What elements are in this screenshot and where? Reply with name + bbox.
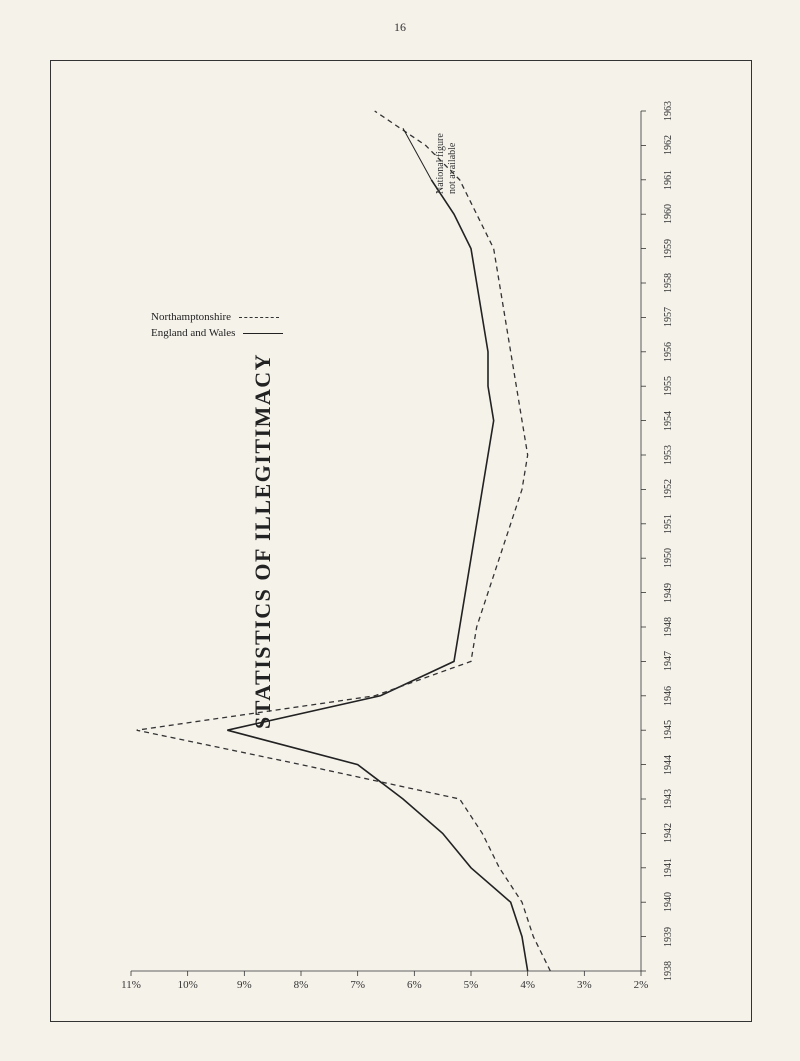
year-tick-label: 1938 (663, 961, 674, 981)
year-tick-label: 1955 (663, 376, 674, 396)
year-tick-label: 1963 (663, 101, 674, 121)
year-tick-label: 1952 (663, 479, 674, 499)
year-tick-label: 1949 (663, 583, 674, 603)
chart-svg (121, 91, 701, 991)
page-number: 16 (394, 20, 406, 35)
year-tick-label: 1960 (663, 204, 674, 224)
pct-tick-label: 4% (514, 979, 542, 991)
year-tick-label: 1947 (663, 651, 674, 671)
pct-tick-label: 8% (287, 979, 315, 991)
plot-area: 1938 1939 1940 1941 1942 1943 1944 1945 1946 1947… (121, 91, 701, 991)
pct-tick-label: 9% (230, 979, 258, 991)
pct-tick-label: 10% (174, 979, 202, 991)
year-tick-label: 1953 (663, 445, 674, 465)
year-tick-label: 1943 (663, 789, 674, 809)
year-tick-label: 1962 (663, 135, 674, 155)
pct-tick-label: 2% (627, 979, 655, 991)
year-tick-label: 1946 (663, 686, 674, 706)
year-tick-label: 1954 (663, 411, 674, 431)
na-note: National figurenot available (435, 133, 459, 194)
year-tick-label: 1959 (663, 239, 674, 259)
year-tick-label: 1939 (663, 927, 674, 947)
year-tick-label: 1961 (663, 170, 674, 190)
year-tick-label: 1958 (663, 273, 674, 293)
year-tick-label: 1944 (663, 755, 674, 775)
pct-tick-label: 7% (344, 979, 372, 991)
year-tick-label: 1940 (663, 892, 674, 912)
year-tick-label: 1950 (663, 548, 674, 568)
pct-tick-label: 3% (570, 979, 598, 991)
year-tick-label: 1941 (663, 858, 674, 878)
year-tick-label: 1945 (663, 720, 674, 740)
pct-tick-label: 11% (117, 979, 145, 991)
year-tick-label: 1951 (663, 514, 674, 534)
chart-frame: STATISTICS OF ILLEGITIMACY Northamptonsh… (50, 60, 752, 1022)
year-tick-label: 1942 (663, 823, 674, 843)
year-tick-label: 1956 (663, 342, 674, 362)
year-tick-label: 1948 (663, 617, 674, 637)
year-tick-label: 1957 (663, 307, 674, 327)
pct-tick-label: 6% (400, 979, 428, 991)
pct-tick-label: 5% (457, 979, 485, 991)
